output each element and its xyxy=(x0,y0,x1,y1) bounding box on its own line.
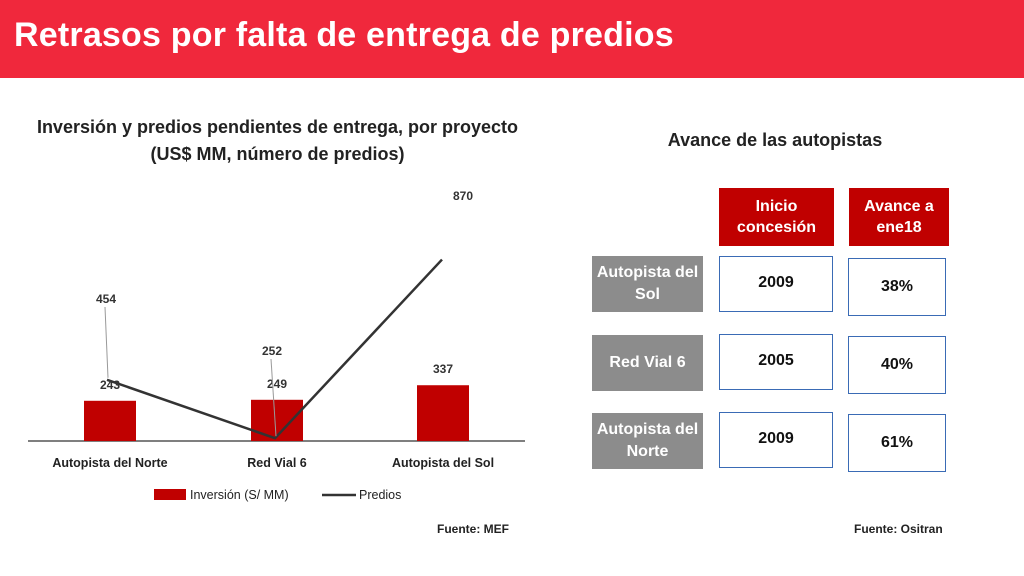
row-label: Autopista del Sol xyxy=(592,256,703,312)
line-data-label: 454 xyxy=(96,292,116,306)
page-title: Retrasos por falta de entrega de predios xyxy=(14,16,674,54)
start-year-cell: 2005 xyxy=(719,334,833,390)
table-title: Avance de las autopistas xyxy=(667,130,883,150)
bar xyxy=(84,400,136,441)
progress-cell: 61% xyxy=(848,414,946,472)
leader-line xyxy=(270,358,277,437)
column-header-start: Inicio concesión xyxy=(719,188,834,246)
source-left: Fuente: MEF xyxy=(437,522,509,536)
progress-cell: 40% xyxy=(848,336,946,394)
bar xyxy=(417,385,469,441)
row-label: Red Vial 6 xyxy=(592,335,703,391)
bar-data-label: 243 xyxy=(100,378,120,392)
category-label: Autopista del Sol xyxy=(392,456,494,470)
bar-data-label: 337 xyxy=(433,362,453,376)
bar-data-label: 249 xyxy=(267,377,287,391)
line-data-label: 252 xyxy=(262,344,282,358)
source-right: Fuente: Ositran xyxy=(854,522,943,536)
category-label: Autopista del Norte xyxy=(52,456,167,470)
line-series-predios xyxy=(106,258,443,440)
chart-title-line-1: Inversión y predios pendientes de entreg… xyxy=(36,117,519,137)
line-data-label: 870 xyxy=(453,189,473,203)
legend-label-inversion: Inversión (S/ MM) xyxy=(190,488,289,502)
category-label: Red Vial 6 xyxy=(247,456,307,470)
start-year-cell: 2009 xyxy=(719,412,833,468)
legend-swatch-inversion xyxy=(154,489,186,500)
start-year-cell: 2009 xyxy=(719,256,833,312)
progress-cell: 38% xyxy=(848,258,946,316)
chart-title-line-2: (US$ MM, número de predios) xyxy=(150,144,405,164)
combo-chart: 243 249 337 454 252 870 Autopista del Norte Red… xyxy=(28,189,525,502)
title-bar: Retrasos por falta de entrega de predios xyxy=(0,0,1024,78)
row-label: Autopista del Norte xyxy=(592,413,703,469)
column-header-progress: Avance a ene18 xyxy=(849,188,949,246)
legend-label-predios: Predios xyxy=(359,488,401,502)
leader-line xyxy=(104,306,109,378)
chart-title: Inversión y predios pendientes de entreg… xyxy=(20,114,535,168)
